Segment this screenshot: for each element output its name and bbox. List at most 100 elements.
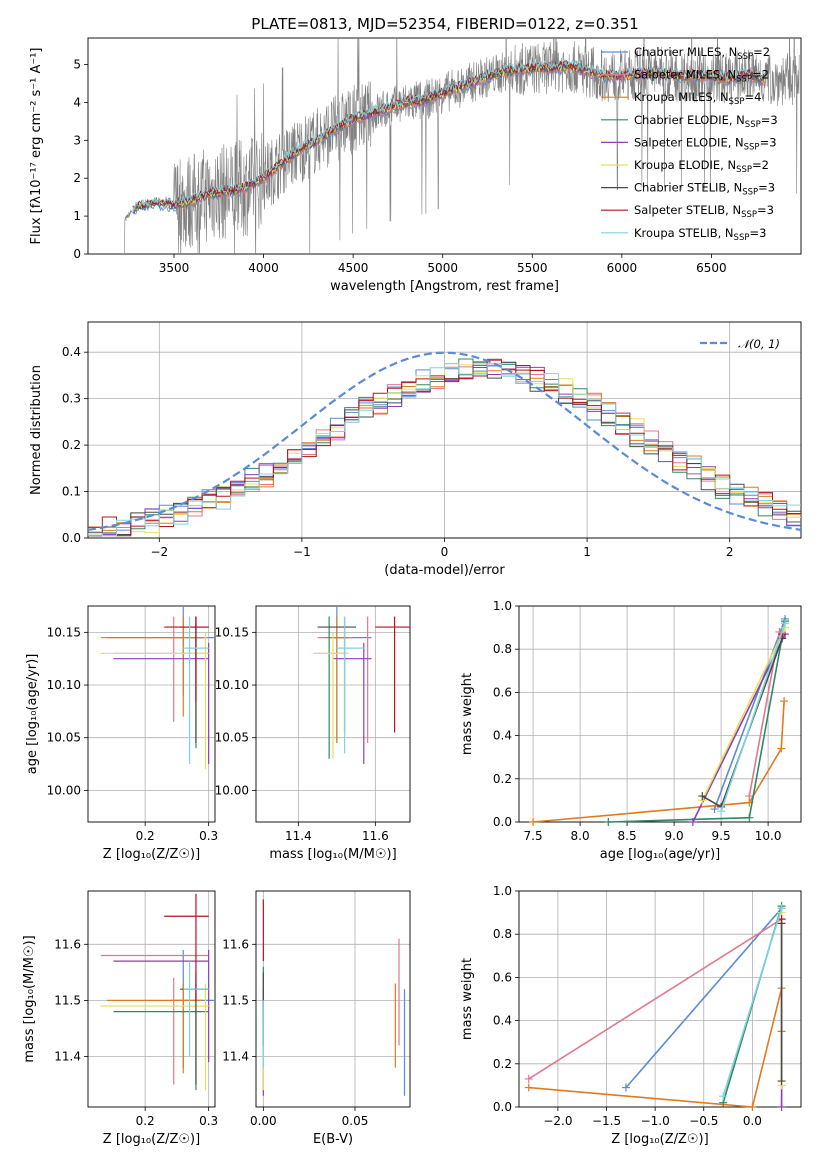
x-tick-label: 0.00 — [250, 1114, 277, 1128]
x-tick-label: 4500 — [338, 261, 369, 275]
x-tick-label: 0.2 — [136, 829, 155, 843]
legend-entry: Kroupa MILES, NSSP=4 — [634, 90, 761, 107]
y-tick-label: 11.5 — [222, 993, 249, 1007]
x-tick-label: 2 — [726, 545, 734, 559]
weight-point — [777, 1077, 786, 1086]
residual-histogram-8 — [88, 363, 801, 537]
spectrum-panel: 3500 4000 4500 5000 5500 6000 6500 0 1 2 3 4 5 wavele… — [29, 37, 802, 294]
x-axis-label: Z [log₁₀(Z/Z☉)] — [103, 847, 200, 862]
x-axis-label: age [log₁₀(age/yr)] — [600, 847, 721, 862]
y-tick-label: 1 — [73, 209, 81, 223]
y-tick-label: 10.10 — [215, 678, 249, 692]
y-tick-label: 4 — [73, 95, 81, 109]
weight-point — [621, 1083, 630, 1092]
y-tick-label: 10.05 — [215, 731, 249, 745]
y-tick-label: 0.4 — [493, 729, 512, 743]
y-tick-label: 3 — [73, 133, 81, 147]
weight-point — [777, 1103, 786, 1111]
x-tick-label: 11.4 — [285, 829, 312, 843]
x-tick-label: 0.3 — [199, 1114, 218, 1128]
x-tick-label: −0.5 — [689, 1114, 718, 1128]
weight-line-0 — [713, 618, 786, 810]
x-tick-label: 0 — [441, 545, 449, 559]
y-tick-label: 10.15 — [215, 625, 249, 639]
x-tick-label: 9.0 — [665, 829, 684, 843]
y-tick-label: 0.0 — [493, 815, 512, 829]
y-tick-label: 0.0 — [493, 1100, 512, 1114]
weight-point — [777, 904, 786, 913]
gaussian-curve — [88, 351, 801, 531]
x-tick-label: −1 — [293, 545, 311, 559]
y-tick-label: 0.8 — [493, 927, 512, 941]
axes-frame — [87, 321, 802, 539]
y-tick-label: 11.5 — [54, 993, 81, 1007]
y-tick-label: 10.15 — [47, 625, 81, 639]
mass-vs-ebv-panel: 0.00 0.05 11.4 11.5 11.6 E(B-V) — [222, 890, 411, 1147]
observed-spectrum — [122, 38, 800, 254]
x-tick-label: 1 — [583, 545, 591, 559]
x-axis-label: mass [log₁₀(M/M☉)] — [269, 847, 396, 862]
legend-entry: Chabrier MILES, NSSP=2 — [634, 45, 770, 62]
y-tick-label: 0.4 — [493, 1014, 512, 1028]
y-tick-label: 0.1 — [62, 485, 81, 499]
y-tick-label: 0.0 — [62, 531, 81, 545]
y-tick-label: 0.4 — [62, 345, 81, 359]
x-tick-label: 6000 — [607, 261, 638, 275]
y-axis-label: mass weight — [460, 958, 475, 1040]
axes-frame — [518, 890, 802, 1108]
legend-entry: Salpeter MILES, NSSP=2 — [634, 68, 769, 85]
age-vs-metallicity-panel: 0.2 0.3 10.00 10.05 10.10 10.15 Z [log₁₀(Z/Z☉)… — [25, 605, 218, 862]
y-tick-label: 1.0 — [493, 599, 512, 613]
axes-frame — [87, 605, 216, 823]
y-axis-label: mass [log₁₀(M/M☉)] — [22, 935, 37, 1062]
y-tick-label: 0.2 — [62, 438, 81, 452]
weight-line-3 — [608, 620, 786, 823]
x-tick-label: −2 — [150, 545, 168, 559]
x-axis-label: Z [log₁₀(Z/Z☉)] — [611, 1132, 708, 1147]
axes-frame — [255, 605, 411, 823]
massweight-vs-metallicity-panel: −2.0 −1.5 −1.0 −0.5 0.0 0.0 0.2 0.4 0.6 0.8 1.0 Z [… — [460, 884, 802, 1147]
weight-lines — [529, 614, 790, 826]
x-tick-label: 0.2 — [136, 1114, 155, 1128]
x-axis-label: E(B-V) — [313, 1132, 353, 1147]
mass-vs-metallicity-panel: 0.2 0.3 11.4 11.5 11.6 Z [log₁₀(Z/Z☉)] mass [l… — [22, 890, 218, 1147]
weight-line-5 — [701, 627, 786, 801]
gaussian-legend-label: 𝒩(0, 1) — [738, 337, 780, 351]
x-tick-label: 5000 — [427, 261, 458, 275]
weight-line-0 — [625, 907, 783, 1089]
y-tick-label: 0 — [73, 247, 81, 261]
x-tick-label: −1.0 — [641, 1114, 670, 1128]
weight-point — [524, 1083, 533, 1092]
x-tick-label: −1.5 — [592, 1114, 621, 1128]
y-tick-label: 0.6 — [493, 970, 512, 984]
x-axis-label: Z [log₁₀(Z/Z☉)] — [103, 1132, 200, 1147]
axes-frame — [87, 890, 216, 1108]
weight-line-1 — [528, 918, 783, 1080]
age-vs-mass-panel: 11.4 11.6 10.00 10.05 10.10 10.15 mass [log₁₀(… — [215, 605, 411, 862]
weight-point — [781, 619, 790, 628]
figure-title: PLATE=0813, MJD=52354, FIBERID=0122, z=0… — [251, 15, 638, 33]
weight-point — [604, 818, 613, 826]
x-tick-label: 7.5 — [524, 829, 543, 843]
axes-frame — [518, 605, 802, 823]
x-tick-label: 0.3 — [199, 829, 218, 843]
weight-lines — [524, 902, 786, 1111]
x-tick-label: 3500 — [159, 261, 190, 275]
y-tick-label: 10.05 — [47, 731, 81, 745]
y-tick-label: 0.6 — [493, 685, 512, 699]
weight-point — [698, 792, 707, 801]
y-tick-label: 2 — [73, 171, 81, 185]
residual-histogram-5 — [88, 359, 801, 537]
histograms — [88, 351, 801, 537]
x-tick-label: 0.05 — [342, 1114, 369, 1128]
spectrum-lines — [122, 38, 800, 254]
residuals-panel: −2 −1 0 1 2 0.0 0.1 0.2 0.3 0.4 (data-model)/error… — [29, 321, 802, 578]
y-axis-label: Normed distribution — [29, 365, 44, 495]
y-tick-label: 11.4 — [222, 1050, 249, 1064]
weight-line-4 — [692, 633, 786, 823]
weight-point — [524, 1074, 533, 1083]
y-tick-label: 11.4 — [54, 1050, 81, 1064]
legend-entry: Chabrier ELODIE, NSSP=3 — [634, 113, 778, 130]
weight-point — [780, 697, 789, 706]
